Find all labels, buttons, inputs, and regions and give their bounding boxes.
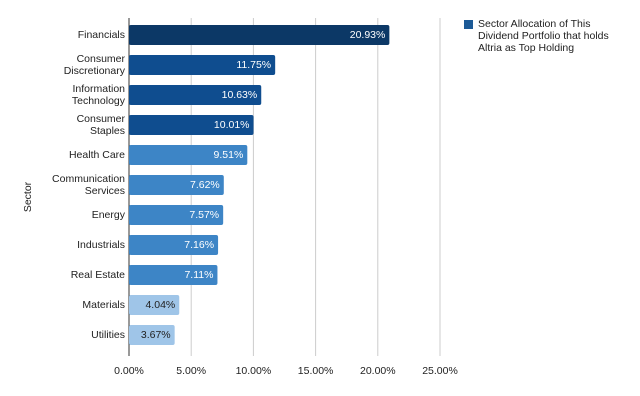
x-tick-label: 10.00% <box>235 365 272 377</box>
bar <box>129 115 254 135</box>
value-label: 3.67% <box>140 329 171 341</box>
category-label: Energy <box>91 209 125 221</box>
category-label: Real Estate <box>70 269 125 281</box>
bar <box>129 325 175 345</box>
bar <box>129 85 262 105</box>
category-label: Consumer Staples <box>76 113 125 137</box>
x-tick-label: 20.00% <box>359 365 396 377</box>
category-label: Materials <box>82 299 125 311</box>
category-label: Consumer Discretionary <box>63 53 125 77</box>
bar <box>129 145 248 165</box>
category-label: Information Technology <box>71 83 125 107</box>
bar <box>129 205 224 225</box>
bar <box>129 265 218 285</box>
value-label: 4.04% <box>145 299 176 311</box>
value-label: 7.62% <box>190 179 220 191</box>
bar <box>129 235 219 255</box>
bar <box>129 55 276 75</box>
value-label: 7.16% <box>184 239 215 251</box>
bar <box>129 295 180 315</box>
bar <box>129 175 224 195</box>
value-label: 7.57% <box>189 209 220 221</box>
category-label: Industrials <box>77 239 125 251</box>
category-label: Communication Services <box>52 173 125 197</box>
x-tick-label: 0.00% <box>114 365 144 377</box>
category-label: Financials <box>77 29 125 41</box>
category-label: Health Care <box>68 149 125 161</box>
bar <box>129 25 390 45</box>
legend-label: Sector Allocation of This Dividend Portf… <box>478 18 609 54</box>
value-label: 11.75% <box>236 59 272 71</box>
x-tick-label: 15.00% <box>297 365 334 377</box>
value-label: 10.01% <box>213 119 250 131</box>
value-label: 10.63% <box>221 89 258 101</box>
x-tick-label: 25.00% <box>422 365 458 377</box>
value-label: 20.93% <box>349 29 386 41</box>
legend-swatch <box>464 20 473 29</box>
category-label: Utilities <box>91 329 125 341</box>
x-tick-label: 5.00% <box>176 365 207 377</box>
value-label: 7.11% <box>184 269 214 281</box>
value-label: 9.51% <box>213 149 244 161</box>
